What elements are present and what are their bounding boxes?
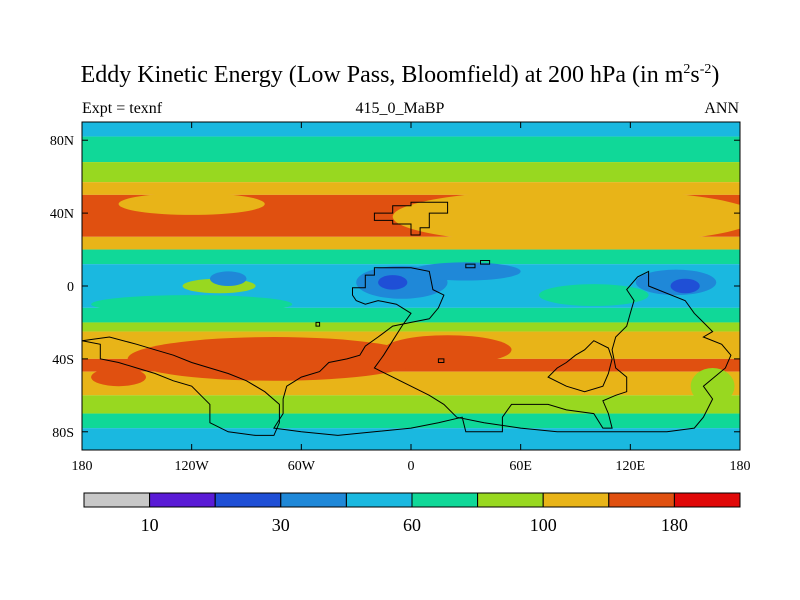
contour-feature: [538, 284, 649, 307]
x-tick-label: 60W: [288, 459, 316, 474]
contour-band: [82, 249, 740, 265]
landmass-small-island-c: [437, 358, 445, 363]
contour-feature: [91, 295, 293, 314]
colorbar-label: 100: [530, 515, 557, 535]
colorbar-box: [83, 492, 151, 508]
y-tick-label: 80N: [50, 134, 74, 149]
colorbar-box: [608, 492, 675, 508]
continent-outlines: [82, 201, 732, 436]
y-tick-label: 40S: [52, 353, 74, 368]
contour-band: [82, 162, 740, 183]
colorbar-label: 10: [141, 515, 159, 535]
contour-feature: [378, 275, 408, 290]
colorbar-box: [542, 492, 610, 508]
subtitle-right: ANN: [704, 100, 739, 117]
landmass-east-coast-block: [547, 340, 613, 393]
contour-feature: [411, 262, 521, 281]
x-tick-label: 180: [72, 459, 93, 474]
colorbar-label: 180: [661, 515, 688, 535]
contour-band: [82, 413, 740, 429]
y-tick-label: 80S: [52, 426, 74, 441]
x-tick-label: 0: [408, 459, 415, 474]
contour-feature: [670, 278, 700, 294]
x-tick-label: 60E: [509, 459, 532, 474]
colorbar-box: [149, 492, 216, 508]
contour-band: [82, 122, 740, 137]
colorbar-box: [477, 492, 544, 508]
contour-band: [82, 322, 740, 332]
colorbar-box: [411, 492, 479, 508]
landmass-southwest-block: [82, 336, 280, 436]
landmass-small-island-d: [315, 321, 321, 327]
colorbar-label: 60: [403, 515, 421, 535]
axis-ticks: 180 120W 60W 0 60E 120E 180 80N 40N 0 40S 80S: [50, 122, 751, 474]
x-tick-label: 180: [730, 459, 751, 474]
contour-feature: [690, 368, 735, 405]
landmass-northern-block: [373, 201, 449, 236]
landmass-small-island-a: [465, 263, 476, 269]
contour-feature: [118, 193, 265, 215]
contour-feature: [209, 271, 247, 287]
landmass-central-continent: [273, 267, 732, 436]
colorbar-box: [673, 492, 741, 508]
contour-feature: [392, 189, 740, 245]
contour-band: [82, 136, 740, 163]
map-plot-area: [82, 122, 740, 450]
contour-band: [82, 428, 740, 450]
y-tick-label: 0: [67, 280, 74, 295]
subtitle-left: Expt = texnf: [82, 100, 163, 117]
colorbar-label: 30: [272, 515, 290, 535]
colorbar-box: [345, 492, 413, 508]
x-tick-label: 120E: [616, 459, 646, 474]
x-tick-label: 120W: [175, 459, 210, 474]
contour-feature: [127, 337, 421, 381]
colorbar: 10 30 60 100 180: [83, 492, 741, 535]
y-tick-label: 40N: [50, 207, 74, 222]
colorbar-box: [214, 492, 282, 508]
landmass-small-island-b: [480, 260, 491, 265]
contour-feature: [91, 368, 146, 387]
subtitle-center: 415_0_MaBP: [355, 100, 445, 117]
colorbar-box: [280, 492, 347, 508]
contour-feature: [383, 335, 512, 365]
contour-band: [82, 395, 740, 414]
chart-title: Eddy Kinetic Energy (Low Pass, Bloomfiel…: [80, 62, 720, 88]
